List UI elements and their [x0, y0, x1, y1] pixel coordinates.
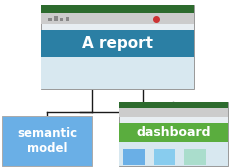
Text: semantic
model: semantic model: [17, 127, 77, 155]
Bar: [119, 102, 228, 166]
Bar: [2, 116, 92, 166]
Bar: [41, 5, 194, 89]
Bar: [119, 142, 228, 166]
Bar: [54, 16, 58, 21]
Bar: [41, 57, 194, 89]
Bar: [119, 102, 228, 108]
Bar: [41, 5, 194, 13]
Bar: [184, 149, 206, 165]
Bar: [60, 18, 63, 21]
Bar: [123, 149, 145, 165]
Bar: [41, 13, 194, 24]
Bar: [48, 18, 52, 21]
Bar: [41, 30, 194, 57]
Bar: [154, 149, 175, 165]
Text: dashboard: dashboard: [136, 126, 211, 139]
Bar: [119, 123, 228, 142]
Text: A report: A report: [82, 36, 153, 51]
Bar: [66, 17, 69, 21]
Bar: [119, 108, 228, 117]
